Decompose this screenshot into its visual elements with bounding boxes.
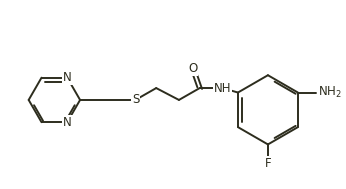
Text: NH$_2$: NH$_2$	[318, 85, 342, 100]
Text: O: O	[188, 62, 198, 75]
Text: S: S	[132, 93, 139, 106]
Text: NH: NH	[214, 82, 231, 94]
Text: N: N	[63, 116, 72, 129]
Text: F: F	[265, 157, 271, 170]
Text: N: N	[63, 71, 72, 84]
